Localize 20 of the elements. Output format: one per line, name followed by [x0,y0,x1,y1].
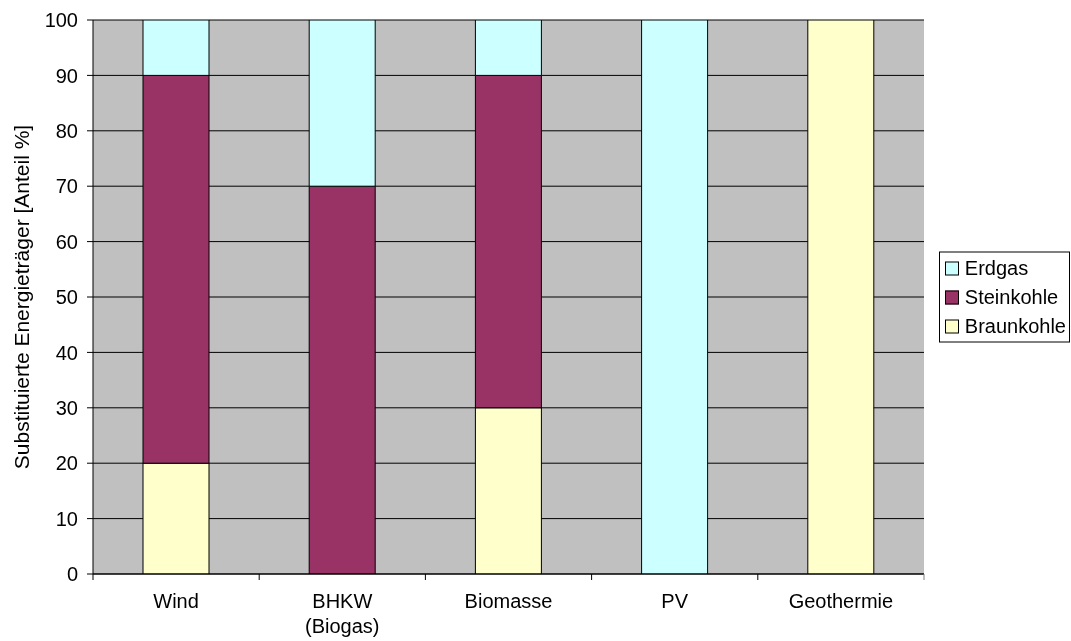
x-tick-label: Biomasse [464,590,553,612]
y-tick-label: 0 [66,563,78,586]
x-tick-label: PV [661,590,689,612]
x-tick-label: Geothermie [788,590,894,612]
y-tick-label: 50 [55,286,78,309]
y-tick-label: 60 [55,230,78,253]
legend-label: Braunkohle [964,314,1066,338]
y-tick-label: 100 [44,9,78,32]
x-tick-label: BHKW (Biogas) [305,590,380,637]
y-tick-label: 20 [55,452,78,475]
y-tick-label: 70 [55,175,78,198]
x-tick-label: Wind [153,590,199,612]
y-tick-label: 40 [55,341,78,364]
y-tick-label: 90 [55,64,78,87]
y-tick-label: 80 [55,119,78,142]
legend-label: Steinkohle [964,285,1059,309]
legend-label: Erdgas [964,256,1029,280]
y-tick-label: 10 [55,507,78,530]
y-axis-title: Substituierte Energieträger [Anteil %] [9,124,33,470]
y-tick-label: 30 [55,396,78,419]
